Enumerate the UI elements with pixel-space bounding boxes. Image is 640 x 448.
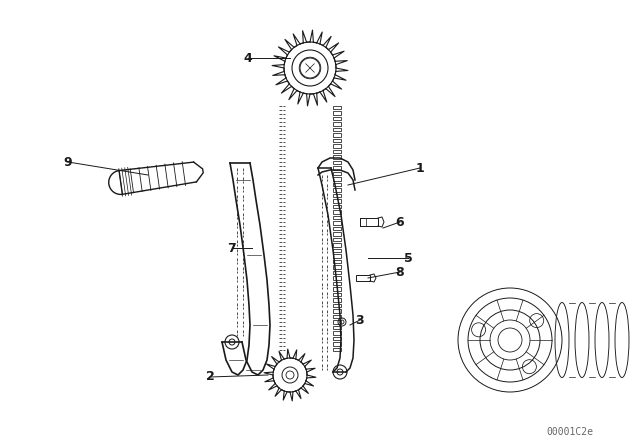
Bar xyxy=(333,293,341,297)
Bar xyxy=(333,161,341,164)
Bar xyxy=(333,221,341,225)
Bar xyxy=(333,122,341,126)
Bar xyxy=(333,315,341,319)
Text: 1: 1 xyxy=(415,161,424,175)
Bar xyxy=(333,155,341,159)
Bar xyxy=(333,183,341,186)
Text: 8: 8 xyxy=(396,266,404,279)
Bar xyxy=(333,288,341,291)
Text: 9: 9 xyxy=(64,155,72,168)
Bar xyxy=(360,218,378,226)
Text: 00001C2e: 00001C2e xyxy=(547,427,593,437)
Bar xyxy=(333,337,341,340)
Bar xyxy=(333,249,341,253)
Bar xyxy=(333,189,341,192)
Bar xyxy=(333,276,341,280)
Bar xyxy=(333,112,341,115)
Bar xyxy=(333,343,341,346)
Bar xyxy=(333,145,341,148)
Bar xyxy=(333,139,341,142)
Text: 6: 6 xyxy=(396,215,404,228)
Text: 7: 7 xyxy=(228,241,236,254)
Bar xyxy=(333,106,341,109)
Bar xyxy=(333,244,341,247)
Bar xyxy=(333,199,341,203)
Text: 2: 2 xyxy=(205,370,214,383)
Text: 3: 3 xyxy=(356,314,364,327)
Bar xyxy=(333,282,341,285)
Bar xyxy=(333,167,341,170)
Bar xyxy=(333,150,341,154)
Bar xyxy=(333,260,341,263)
Bar xyxy=(333,238,341,241)
Bar xyxy=(333,172,341,176)
Bar xyxy=(333,134,341,137)
Bar xyxy=(333,227,341,231)
Bar xyxy=(333,304,341,307)
Bar xyxy=(333,211,341,214)
Bar xyxy=(333,194,341,198)
Bar xyxy=(333,298,341,302)
Bar xyxy=(333,332,341,335)
Text: 5: 5 xyxy=(404,251,412,264)
Bar xyxy=(333,310,341,313)
Bar xyxy=(333,177,341,181)
Text: 4: 4 xyxy=(244,52,252,65)
Bar xyxy=(333,266,341,269)
Bar xyxy=(333,233,341,236)
Bar xyxy=(333,271,341,275)
Bar xyxy=(333,128,341,132)
Bar xyxy=(333,216,341,220)
Bar xyxy=(333,117,341,121)
Bar xyxy=(356,275,370,281)
Bar xyxy=(333,348,341,352)
Bar xyxy=(333,205,341,208)
Bar xyxy=(333,320,341,324)
Bar xyxy=(333,254,341,258)
Bar xyxy=(333,326,341,329)
